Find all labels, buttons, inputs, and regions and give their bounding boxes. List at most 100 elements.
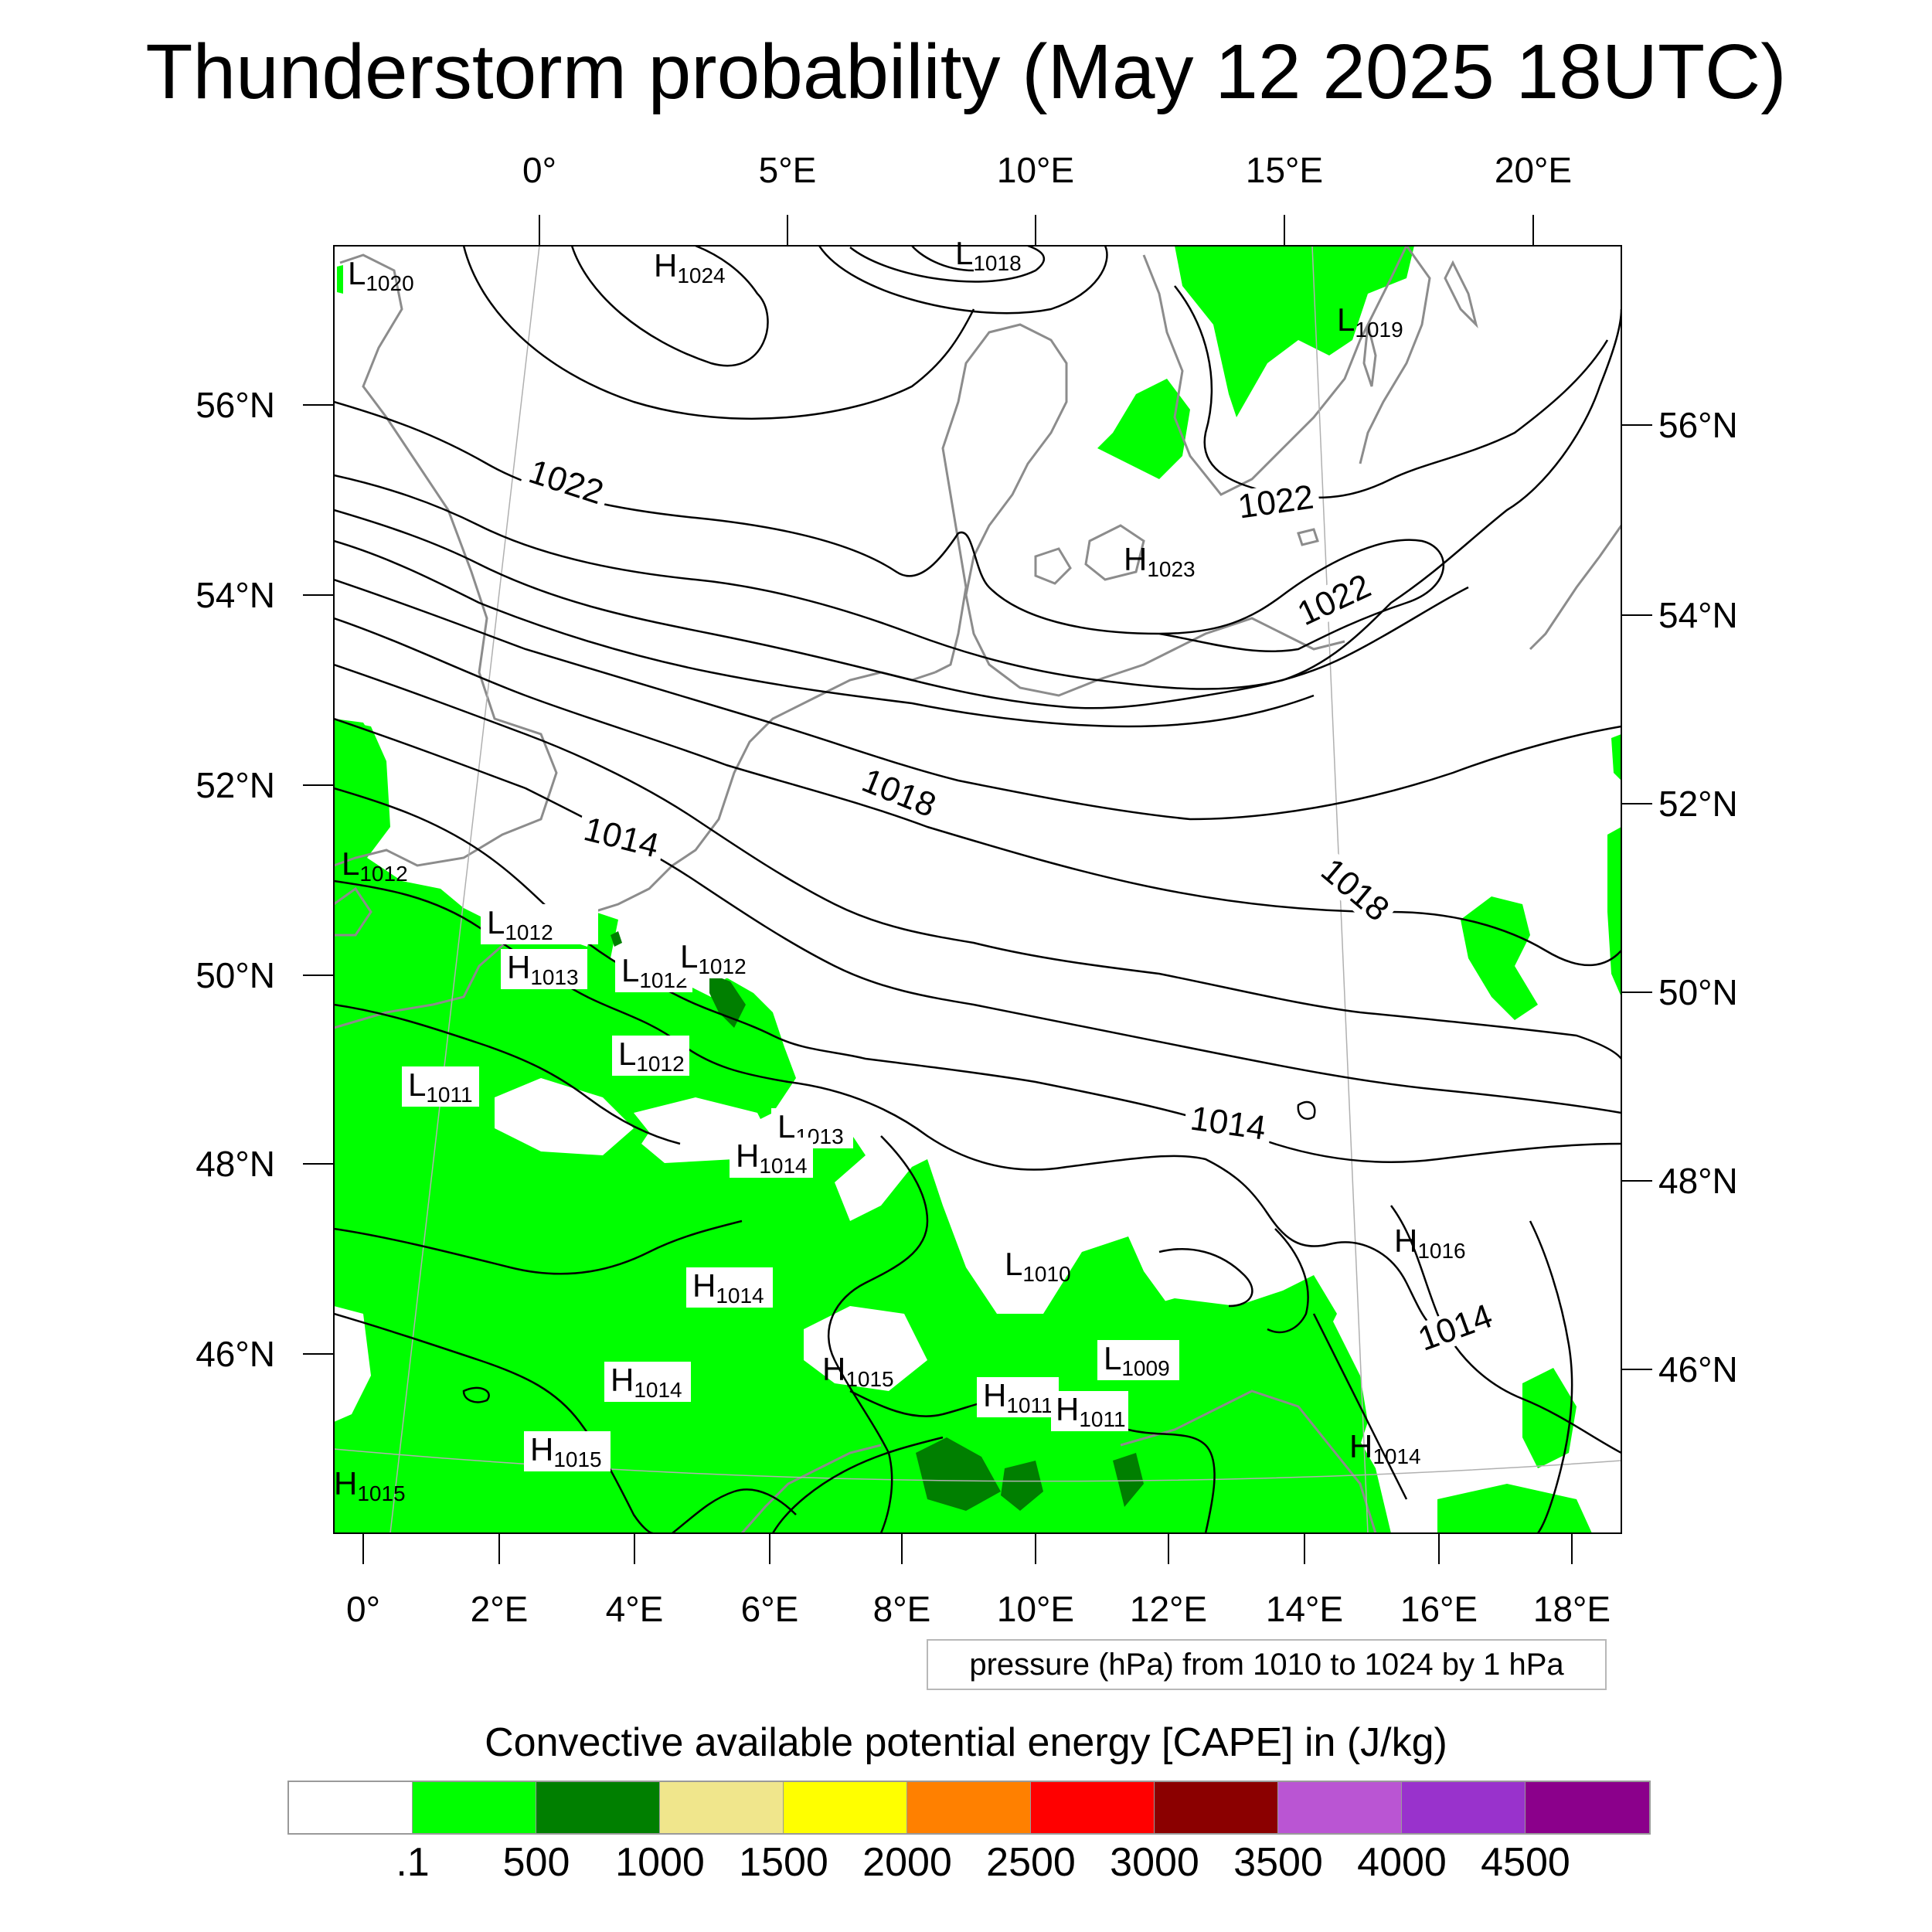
- pressure-center: L1010: [1005, 1246, 1071, 1286]
- coast-bornholm: [1297, 528, 1319, 546]
- svg-text:L1012: L1012: [680, 938, 747, 978]
- coast-britain: [334, 253, 558, 867]
- isobar: [1312, 1313, 1408, 1500]
- lon-label: 2°E: [471, 1589, 529, 1629]
- colorbar-tick-label: 500: [502, 1840, 570, 1885]
- svg-text:L1009: L1009: [1104, 1340, 1170, 1380]
- coast-baltic-east: [1529, 525, 1621, 651]
- lon-label: 12°E: [1130, 1589, 1207, 1629]
- lon-label: 5°E: [759, 150, 817, 190]
- pressure-center: H1011: [1051, 1391, 1128, 1431]
- lon-label: 16°E: [1400, 1589, 1478, 1629]
- svg-text:H1011: H1011: [1056, 1391, 1126, 1431]
- svg-text:H1015: H1015: [530, 1431, 602, 1471]
- lon-label: 15°E: [1246, 150, 1323, 190]
- top-lon-labels: 0° 5°E 10°E 15°E 20°E: [522, 150, 1572, 190]
- colorbar-tick-label: 4000: [1357, 1840, 1447, 1885]
- isobar-label: 1014: [1188, 1100, 1268, 1148]
- isobar: [672, 1488, 797, 1533]
- bottom-ticks: [362, 1533, 1573, 1564]
- colorbar-title: Convective available potential energy [C…: [485, 1720, 1447, 1765]
- lon-label: 6°E: [741, 1589, 799, 1629]
- cape-dark-patch: [916, 1437, 1001, 1511]
- colorbar-tick-label: 1000: [615, 1840, 705, 1885]
- top-ticks: [539, 215, 1534, 246]
- cape-area-scandinavia: [1175, 246, 1414, 417]
- lat-label: 48°N: [1658, 1161, 1738, 1201]
- svg-text:H1015: H1015: [822, 1351, 894, 1391]
- coast-baltic: [1359, 246, 1431, 464]
- cape-dark-patch: [1113, 1453, 1144, 1507]
- pressure-centers: L1020 H1024 L1018 L1019 H1023 L1012 L101…: [334, 235, 1466, 1505]
- svg-text:L1011: L1011: [408, 1066, 473, 1107]
- isobar: [818, 246, 1108, 315]
- pressure-center: L1012: [342, 845, 408, 886]
- lat-label: 52°N: [1658, 784, 1738, 824]
- svg-text:L1012: L1012: [618, 1036, 685, 1076]
- isobar-label: 1022: [1236, 478, 1316, 526]
- lat-label: 52°N: [196, 765, 275, 805]
- cape-area-east-edge-2: [1611, 734, 1621, 781]
- isobar: [462, 1386, 490, 1403]
- pressure-center: H1015: [334, 1465, 406, 1505]
- pressure-center: L1012: [674, 938, 751, 978]
- pressure-center: H1011: [977, 1377, 1059, 1417]
- pressure-center: L1012: [612, 1036, 689, 1076]
- svg-text:L1018: L1018: [955, 235, 1022, 275]
- lon-label: 10°E: [997, 150, 1074, 190]
- svg-text:H1015: H1015: [334, 1465, 406, 1505]
- left-ticks: [303, 404, 334, 1355]
- cape-dark-patch: [1001, 1461, 1043, 1511]
- svg-text:L1010: L1010: [1005, 1246, 1071, 1286]
- coast-germany-denmark: [934, 323, 1345, 697]
- colorbar-swatch: [289, 1782, 413, 1833]
- svg-text:H1024: H1024: [654, 247, 726, 287]
- isobar: [334, 787, 1621, 1163]
- lon-label: 0°: [346, 1589, 380, 1629]
- isobar: [462, 246, 975, 420]
- cape-area-poland: [1461, 896, 1538, 1020]
- colorbar-swatch: [536, 1782, 660, 1833]
- lat-label: 46°N: [1658, 1349, 1738, 1389]
- coast-gotland: [1444, 260, 1478, 328]
- pressure-center: H1024: [654, 247, 726, 287]
- pressure-center: H1014: [604, 1362, 691, 1402]
- cape-area-southeast: [1244, 1391, 1391, 1533]
- svg-text:H1014: H1014: [692, 1267, 764, 1308]
- colorbar-swatch: [1526, 1782, 1649, 1833]
- coast-zealand: [1084, 524, 1145, 581]
- isobar: [827, 1135, 929, 1533]
- isobar: [911, 246, 975, 272]
- isobar: [334, 1219, 743, 1275]
- isobar-label: 1018: [857, 761, 941, 825]
- pressure-center: H1014: [686, 1267, 773, 1308]
- svg-text:L1019: L1019: [1337, 301, 1403, 342]
- isobars: [334, 246, 1621, 1533]
- cape-area-westcoast: [334, 719, 386, 850]
- coast-oland: [1362, 324, 1377, 387]
- coast-ireland-hint: [334, 886, 372, 937]
- colorbar-tick-label: .1: [396, 1840, 430, 1885]
- lat-label: 48°N: [196, 1144, 275, 1184]
- coast-sweden: [1142, 246, 1408, 496]
- svg-text:L1012: L1012: [487, 904, 553, 944]
- colorbar-tick-label: 1500: [739, 1840, 828, 1885]
- isobar: [334, 717, 1621, 1114]
- right-lat-labels: 56°N 54°N 52°N 50°N 48°N 46°N: [1658, 405, 1738, 1389]
- cape-area-alps-gap: [804, 1306, 927, 1391]
- isobar: [1529, 1220, 1573, 1533]
- isobar: [1158, 1248, 1253, 1308]
- pressure-center: L1019: [1337, 301, 1403, 342]
- lon-label: 18°E: [1533, 1589, 1611, 1629]
- colorbar-swatch: [1031, 1782, 1155, 1833]
- lat-label: 46°N: [196, 1334, 275, 1374]
- colorbar-tick-label: 2500: [986, 1840, 1076, 1885]
- chart-title: Thunderstorm probability (May 12 2025 18…: [145, 29, 1787, 115]
- pressure-center: L1012: [481, 904, 598, 944]
- isobar-label: 1022: [1292, 566, 1376, 633]
- cape-dark-patch: [611, 931, 622, 947]
- cape-area-top-left: [337, 265, 343, 294]
- lon-label: 8°E: [873, 1589, 931, 1629]
- lon-label: 4°E: [606, 1589, 664, 1629]
- isobar: [849, 246, 1046, 283]
